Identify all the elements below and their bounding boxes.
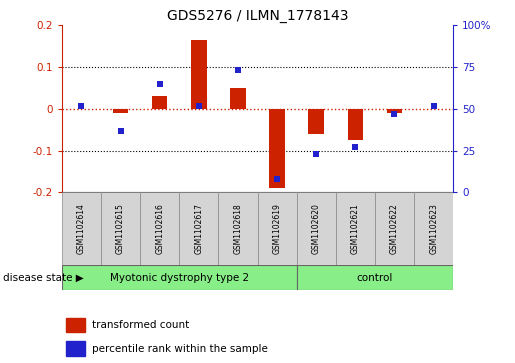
Bar bbox=[62, 265, 297, 290]
Bar bbox=[191, 40, 207, 109]
Bar bbox=[230, 88, 246, 109]
Bar bbox=[101, 192, 140, 265]
Bar bbox=[297, 192, 336, 265]
Bar bbox=[66, 318, 84, 332]
Bar bbox=[387, 109, 402, 113]
Text: percentile rank within the sample: percentile rank within the sample bbox=[92, 343, 268, 354]
Bar bbox=[218, 192, 258, 265]
Bar bbox=[348, 109, 363, 140]
Bar bbox=[269, 109, 285, 188]
Text: GSM1102623: GSM1102623 bbox=[429, 203, 438, 254]
Text: disease state ▶: disease state ▶ bbox=[3, 273, 83, 283]
Bar bbox=[297, 265, 453, 290]
Text: GSM1102615: GSM1102615 bbox=[116, 203, 125, 254]
Bar bbox=[375, 192, 414, 265]
Bar bbox=[62, 192, 101, 265]
Text: GSM1102622: GSM1102622 bbox=[390, 203, 399, 254]
Title: GDS5276 / ILMN_1778143: GDS5276 / ILMN_1778143 bbox=[167, 9, 348, 23]
Bar bbox=[140, 192, 179, 265]
Text: GSM1102618: GSM1102618 bbox=[233, 203, 243, 254]
Text: GSM1102617: GSM1102617 bbox=[194, 203, 203, 254]
Bar bbox=[414, 192, 453, 265]
Bar bbox=[152, 96, 167, 109]
Bar bbox=[66, 342, 84, 356]
Text: transformed count: transformed count bbox=[92, 320, 190, 330]
Bar bbox=[336, 192, 375, 265]
Text: GSM1102619: GSM1102619 bbox=[272, 203, 282, 254]
Text: GSM1102620: GSM1102620 bbox=[312, 203, 321, 254]
Text: GSM1102614: GSM1102614 bbox=[77, 203, 86, 254]
Text: GSM1102621: GSM1102621 bbox=[351, 203, 360, 254]
Text: GSM1102616: GSM1102616 bbox=[155, 203, 164, 254]
Text: Myotonic dystrophy type 2: Myotonic dystrophy type 2 bbox=[110, 273, 249, 283]
Bar bbox=[179, 192, 218, 265]
Bar bbox=[258, 192, 297, 265]
Bar bbox=[308, 109, 324, 134]
Bar bbox=[113, 109, 128, 113]
Text: control: control bbox=[357, 273, 393, 283]
